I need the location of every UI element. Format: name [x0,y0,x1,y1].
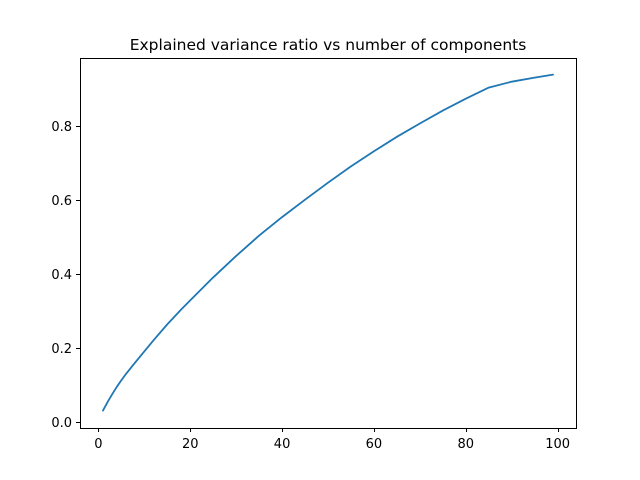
y-axis-ticks: 0.0 0.2 0.4 0.6 0.8 [51,120,80,431]
series-line [102,73,554,412]
y-tick-label: 0.0 [51,416,72,431]
x-tick-label: 20 [182,437,199,452]
x-tick-label: 40 [274,437,291,452]
plot-area: 0 20 40 60 80 100 0.0 0.2 0.4 0.6 0.8 [51,58,577,452]
y-tick-label: 0.2 [51,342,72,357]
x-tick-label: 0 [94,437,102,452]
x-tick-label: 80 [458,437,475,452]
x-tick-label: 60 [366,437,383,452]
y-tick-label: 0.8 [51,120,72,135]
plot-background [80,58,576,428]
y-tick-label: 0.4 [51,268,72,283]
y-tick-label: 0.6 [51,194,72,209]
x-axis-ticks: 0 20 40 60 80 100 [94,428,570,452]
x-tick-label: 100 [545,437,570,452]
axes-frame [80,58,577,429]
chart-title: Explained variance ratio vs number of co… [130,36,527,54]
